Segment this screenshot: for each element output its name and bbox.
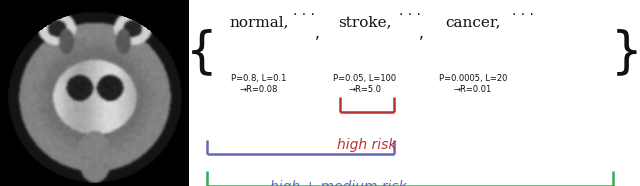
Text: normal,: normal, xyxy=(229,15,289,29)
Text: · · ·: · · · xyxy=(399,8,421,22)
Text: high risk: high risk xyxy=(337,138,397,152)
Text: P=0.05, L=100
→R=5.0: P=0.05, L=100 →R=5.0 xyxy=(333,74,396,94)
Text: high + medium risk: high + medium risk xyxy=(270,180,406,186)
Text: stroke,: stroke, xyxy=(338,15,392,29)
Text: · · ·: · · · xyxy=(512,8,534,22)
Text: P=0.8, L=0.1
→R=0.08: P=0.8, L=0.1 →R=0.08 xyxy=(231,74,287,94)
Text: · · ·: · · · xyxy=(293,8,315,22)
Text: cancer,: cancer, xyxy=(445,15,501,29)
Text: ,: , xyxy=(315,26,320,41)
Text: P=0.0005, L=20
→R=0.01: P=0.0005, L=20 →R=0.01 xyxy=(439,74,508,94)
Text: ,: , xyxy=(419,26,424,41)
Text: {: { xyxy=(186,28,218,76)
Text: }: } xyxy=(611,28,640,76)
